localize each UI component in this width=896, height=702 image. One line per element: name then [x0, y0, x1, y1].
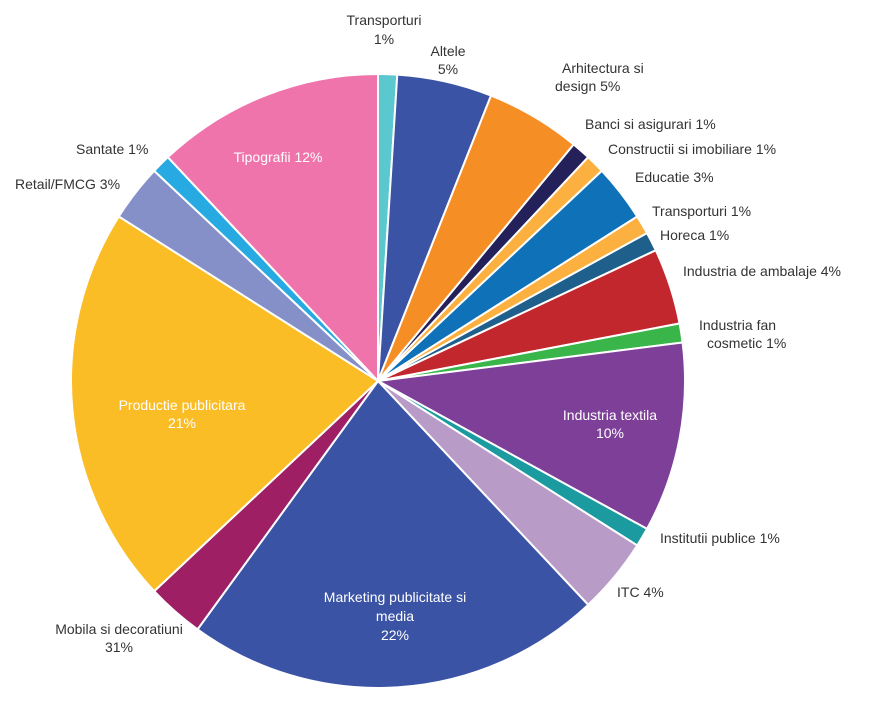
slice-label: Banci si asigurari 1%: [585, 116, 716, 132]
pie-slices: [70, 72, 686, 689]
slice-label: Productie publicitara: [119, 397, 246, 413]
pie-slice-productie-publicitara: [70, 215, 380, 593]
slice-label: media: [376, 608, 414, 624]
slice-label: design 5%: [555, 78, 620, 94]
slice-label: Horeca 1%: [660, 227, 729, 243]
slice-label: 1%: [374, 31, 394, 47]
slice-label: 10%: [596, 425, 624, 441]
slice-label: 22%: [381, 627, 409, 643]
slice-label: Constructii si imobiliare 1%: [608, 141, 776, 157]
slice-label: Institutii publice 1%: [660, 530, 780, 546]
slice-label: Tipografii 12%: [234, 149, 323, 165]
slice-label: Santate 1%: [76, 141, 148, 157]
slice-label: Retail/FMCG 3%: [15, 176, 120, 192]
pie-slice-industria-textila: [374, 341, 686, 531]
pie-slice-marketing-publicitate-si-media: [196, 379, 590, 689]
pie-labels: Transporturi 1% Altele 5% Arhitectura si desi…: [15, 12, 841, 655]
slice-label: 21%: [168, 415, 196, 431]
slice-label: Transporturi: [347, 12, 422, 28]
slice-label: Transporturi 1%: [652, 203, 751, 219]
slice-label: Industria textila: [563, 407, 657, 423]
slice-label: ITC 4%: [617, 584, 664, 600]
pie-slice-tipografii: [166, 72, 379, 384]
slice-label: Altele: [430, 43, 465, 59]
slice-label: Educatie 3%: [635, 169, 714, 185]
slice-label: Industria de ambalaje 4%: [683, 263, 841, 279]
slice-label: 5%: [438, 61, 458, 77]
slice-label: Industria fan: [699, 317, 776, 333]
slice-label: Mobila si decoratiuni: [55, 621, 183, 637]
slice-label: cosmetic 1%: [707, 335, 786, 351]
slice-label: Arhitectura si: [562, 60, 644, 76]
slice-label: Marketing publicitate si: [324, 589, 466, 605]
slice-label: 31%: [105, 639, 133, 655]
